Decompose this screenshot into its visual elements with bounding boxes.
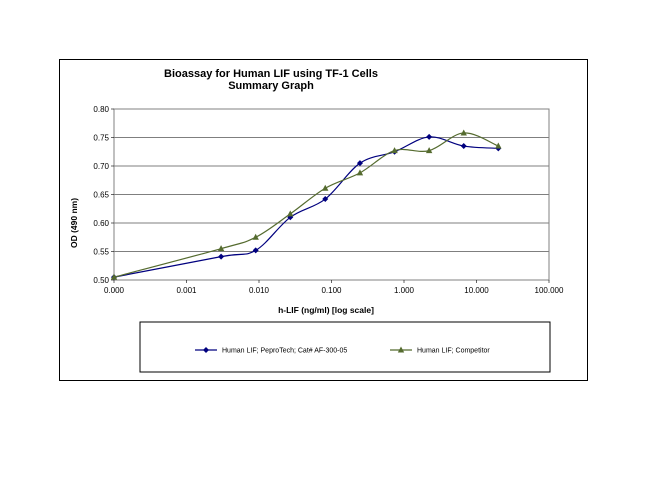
chart-title: Bioassay for Human LIF using TF-1 Cells (164, 68, 378, 80)
chart-subtitle: Summary Graph (228, 80, 314, 92)
x-axis-title: h-LIF (ng/ml) [log scale] (278, 305, 374, 315)
chart-frame: Bioassay for Human LIF using TF-1 Cells … (59, 59, 588, 381)
x-axis-ticks: 0.000 0.001 0.010 0.100 1.000 10.000 100.000 (104, 280, 564, 295)
data-point-series-2 (287, 210, 294, 217)
legend-label: Human LIF; Competitor (417, 348, 490, 355)
y-tick-label: 0.70 (93, 162, 109, 171)
x-tick-label: 100.000 (535, 286, 564, 295)
y-tick-label: 0.80 (93, 105, 109, 114)
data-point-series-2 (356, 169, 364, 176)
x-tick-label: 0.010 (249, 286, 270, 295)
line-chart: Bioassay for Human LIF using TF-1 Cells … (69, 68, 564, 373)
gridlines (114, 108, 549, 252)
y-axis-title: OD (490 nm) (69, 198, 79, 248)
x-tick-label: 10.000 (464, 286, 489, 295)
data-point-series-1 (460, 143, 467, 150)
data-point-series-2 (110, 273, 118, 280)
data-point-series-2 (252, 233, 259, 240)
data-point-series-1 (322, 196, 329, 203)
data-point-series-1 (218, 253, 225, 260)
x-tick-label: 0.000 (104, 286, 125, 295)
y-axis-ticks: 0.50 0.55 0.60 0.65 0.70 0.75 0.80 (93, 105, 114, 285)
data-point-series-1 (356, 160, 363, 167)
x-tick-label: 0.001 (176, 286, 197, 295)
data-point-series-2 (495, 142, 502, 149)
y-tick-label: 0.55 (93, 248, 109, 257)
y-tick-label: 0.50 (93, 276, 109, 285)
legend-box (139, 321, 551, 373)
y-tick-label: 0.65 (93, 191, 109, 200)
data-point-series-1 (252, 247, 259, 254)
data-point-series-1 (426, 133, 433, 140)
data-point-series-2 (460, 129, 467, 136)
x-tick-label: 0.100 (321, 286, 342, 295)
data-point-series-2 (425, 147, 433, 154)
y-tick-label: 0.75 (93, 134, 109, 143)
legend-label: Human LIF; PeproTech; Cat# AF-300-05 (222, 348, 347, 355)
legend-marker (203, 347, 209, 353)
legend-marker (397, 346, 405, 353)
series-line-1 (113, 136, 499, 278)
data-point-series-2 (217, 245, 225, 252)
data-point-series-2 (322, 184, 329, 191)
data-point-series-2 (391, 147, 398, 154)
series-lines (110, 129, 502, 281)
x-tick-label: 1.000 (394, 286, 415, 295)
legend: Human LIF; PeproTech; Cat# AF-300-05 Huma… (195, 346, 490, 355)
series-line-2 (113, 132, 499, 278)
y-tick-label: 0.60 (93, 219, 109, 228)
